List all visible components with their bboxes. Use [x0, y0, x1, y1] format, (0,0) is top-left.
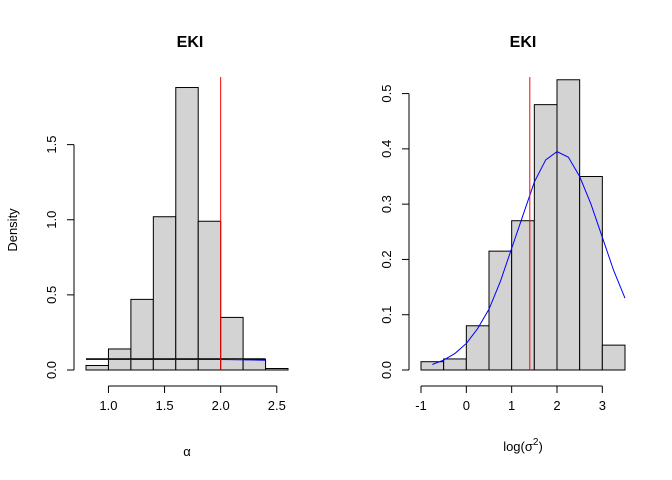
histogram-bar: [265, 367, 289, 371]
y-tick-label: 0.4: [379, 140, 394, 158]
y-axis: 0.0 0.1 0.2 0.3 0.4 0.5: [379, 85, 410, 379]
y-tick-label: 0.3: [379, 195, 394, 213]
y-axis-label: Density: [5, 208, 20, 252]
histogram-bar: [175, 87, 199, 371]
y-tick-label: 0.0: [379, 361, 394, 379]
y-tick-label: 1.5: [44, 136, 59, 154]
panel-log-sigma: EKI log(σ2) -1 0 1 2 3 0.00.10.20.30.40.5: [379, 34, 626, 454]
x-tick-label: 2: [553, 398, 560, 413]
histogram-bar: [579, 176, 603, 371]
bars: [420, 79, 626, 371]
histogram-bar: [220, 316, 244, 371]
x-tick-label: 3: [599, 398, 606, 413]
density-curve: [86, 358, 266, 361]
histogram-bar: [85, 364, 109, 371]
x-tick-label: 0: [463, 398, 470, 413]
panel-alpha: EKI Density α 1.0 1.5 2.0 2.5 0.0 0.5 1.0 1.5: [5, 34, 289, 459]
histogram-bar: [556, 79, 581, 371]
chart-title: EKI: [177, 34, 204, 51]
x-axis-label: α: [183, 444, 191, 459]
histogram-bar: [197, 220, 222, 371]
chart-title: EKI: [510, 34, 537, 51]
histogram-bar: [511, 220, 535, 371]
curves: [432, 77, 626, 370]
y-axis: 0.0 0.5 1.0 1.5: [44, 136, 75, 379]
histogram-bar: [242, 358, 267, 371]
histogram-bar: [533, 104, 558, 371]
x-tick-label: 1.5: [156, 398, 174, 413]
x-axis-label: log(σ2): [503, 437, 543, 454]
histogram-bar: [443, 358, 467, 371]
x-axis-label-superscript: 2: [533, 437, 539, 448]
x-tick-label: 2.5: [268, 398, 286, 413]
bars: [85, 87, 289, 371]
curves: [86, 77, 266, 370]
y-tick-label: 0.5: [379, 85, 394, 103]
y-tick-label: 0.2: [379, 250, 394, 268]
histogram-bar: [465, 325, 490, 371]
x-axis: -1 0 1 2 3: [415, 385, 606, 413]
x-tick-label: 2.0: [212, 398, 230, 413]
x-tick-label: 1: [508, 398, 515, 413]
y-tick-label: 0.0: [44, 361, 59, 379]
histogram-bar: [420, 361, 445, 371]
x-axis-label-main: log(σ: [503, 439, 533, 454]
x-tick-label: 1.0: [99, 398, 117, 413]
y-tick-label: 0.5: [44, 286, 59, 304]
x-axis-label-close: ): [538, 439, 542, 454]
x-tick-label: -1: [415, 398, 427, 413]
histogram-bar: [601, 344, 626, 371]
y-tick-label: 0.1: [379, 306, 394, 324]
density-curve: [432, 151, 626, 365]
y-tick-label: 1.0: [44, 211, 59, 229]
histogram-bar: [488, 250, 513, 371]
x-axis: 1.0 1.5 2.0 2.5: [99, 385, 286, 413]
histogram-bar: [152, 216, 177, 371]
